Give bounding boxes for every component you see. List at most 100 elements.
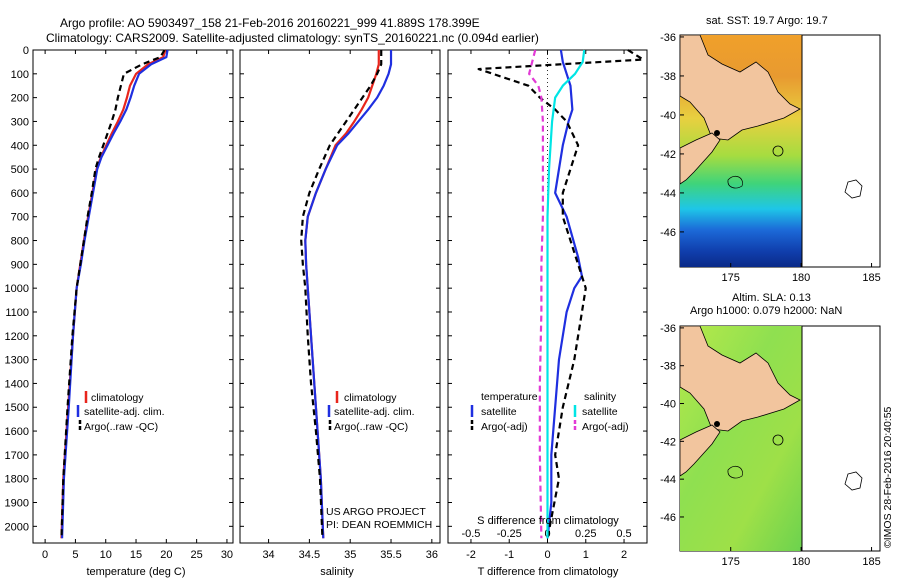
series-line-satellite — [546, 49, 584, 539]
map-x-tick-label: 175 — [722, 272, 740, 284]
y-tick-label: 700 — [11, 212, 29, 224]
y-tick-label: 300 — [11, 116, 29, 128]
map-y-tick-label: -36 — [660, 323, 676, 335]
sst-nz-south-island — [679, 132, 721, 185]
sla-map: Altim. SLA: 0.13 Argo h1000: 0.079 h2000… — [660, 292, 881, 568]
series-line-argo-raw-qc- — [300, 50, 383, 539]
x2-tick-label: 0.25 — [575, 528, 596, 540]
x-tick-label: 5 — [72, 549, 78, 561]
imos-credit: ©IMOS 28-Feb-2016 20:40:55 — [882, 406, 894, 548]
y-tick-label: 800 — [11, 236, 29, 248]
y-tick-label: 1600 — [5, 426, 29, 438]
map-y-tick-label: -38 — [660, 71, 676, 83]
series-line-argo-adj- — [528, 49, 545, 539]
legend-label-argo: Argo(..raw -QC) — [84, 421, 158, 433]
series-line-argo-raw-qc- — [60, 49, 166, 539]
legend-label-argo: Argo(..raw -QC) — [334, 421, 408, 433]
header-line2: Climatology: CARS2009. Satellite-adjuste… — [46, 31, 539, 45]
salinity-plot-area: 34 34.5 35 35.5 36 — [239, 49, 441, 561]
x2-tick-label: -0.5 — [461, 528, 480, 540]
y-tick-label: 0 — [23, 45, 29, 57]
map-y-tick-label: -44 — [660, 474, 676, 486]
map-x-tick-label: 180 — [792, 272, 810, 284]
header-line1: Argo profile: AO 5903497_158 21-Feb-2016… — [60, 16, 480, 30]
x-tick-label: 34.5 — [299, 549, 320, 561]
sst-chatham-islands — [844, 179, 863, 199]
pi-label: PI: DEAN ROEMMICH — [326, 519, 432, 531]
x-tick-label: 15 — [130, 549, 142, 561]
map-y-tick-label: -38 — [660, 361, 676, 373]
y-tick-label: 100 — [11, 69, 29, 81]
x-tick-label: -1 — [504, 549, 514, 561]
temperature-frame — [32, 49, 234, 544]
series-line-satellite-adj-clim- — [304, 50, 393, 539]
sla-chatham-islands — [844, 471, 863, 491]
salinity-legend: climatology satellite-adj. clim. Argo(..… — [327, 391, 415, 433]
x-tick-label: 25 — [191, 549, 203, 561]
map-y-tick-label: -46 — [660, 512, 676, 524]
sst-argo-position — [714, 130, 720, 136]
map-x-tick-label: 185 — [862, 272, 880, 284]
legend-header-salinity: salinity — [584, 391, 617, 403]
y-tick-label: 1700 — [5, 450, 29, 462]
legend-label-climatology: climatology — [91, 392, 144, 404]
y-tick-label: 1100 — [5, 307, 29, 319]
y-tick-label: 400 — [11, 140, 29, 152]
sst-float-marker — [772, 145, 784, 157]
y-tick-label: 1400 — [5, 378, 29, 390]
y-tick-label: 1300 — [5, 355, 29, 367]
map-x-tick-label: 185 — [862, 556, 880, 568]
x-tick-label: 0 — [42, 549, 48, 561]
x-tick-label: 0 — [544, 549, 550, 561]
x-tick-label: 36 — [426, 549, 438, 561]
x-tick-label: -2 — [466, 549, 476, 561]
legend-label-satellite-adj: satellite-adj. clim. — [84, 406, 165, 418]
x-tick-label: 1 — [583, 549, 589, 561]
map-y-tick-label: -42 — [660, 149, 676, 161]
legend-header-temperature: temperature — [481, 391, 538, 403]
map-x-tick-label: 175 — [722, 556, 740, 568]
x2-tick-label: -0.25 — [497, 528, 522, 540]
x-tick-label: 34 — [262, 549, 274, 561]
x-tick-label: 35 — [344, 549, 356, 561]
salinity-frame — [239, 49, 441, 544]
temperature-legend: climatology satellite-adj. clim. Argo(..… — [76, 391, 165, 433]
sst-nz-north-island — [679, 34, 801, 141]
y-tick-label: 1000 — [5, 283, 29, 295]
sst-bathymetry-contour — [727, 175, 743, 189]
y-tick-label: 500 — [11, 164, 29, 176]
x-tick-label: 2 — [621, 549, 627, 561]
project-label: US ARGO PROJECT — [326, 506, 426, 518]
sst-map-axes: 175 180 185 -36 -38 -40 -42 -44 -46 — [660, 32, 881, 284]
legend-label-t-argo: Argo(-adj) — [481, 421, 528, 433]
salinity-xlabel: salinity — [320, 566, 354, 578]
series-line-argo-adj- — [477, 49, 645, 539]
temperature-plot-area: 0100200300400500600700800900100011001200… — [5, 45, 234, 561]
temperature-xlabel: temperature (deg C) — [86, 566, 185, 578]
map-y-tick-label: -36 — [660, 32, 676, 44]
s-difference-label: S difference from climatology — [477, 515, 619, 527]
legend-label-s-argo: Argo(-adj) — [582, 421, 629, 433]
sla-map-title-line1: Altim. SLA: 0.13 — [732, 292, 811, 304]
sla-argo-position — [714, 421, 720, 427]
y-tick-label: 600 — [11, 188, 29, 200]
map-x-tick-label: 180 — [792, 556, 810, 568]
x-tick-label: 35.5 — [380, 549, 401, 561]
y-tick-label: 1500 — [5, 402, 29, 414]
map-y-tick-label: -44 — [660, 188, 676, 200]
legend-label-s-satellite: satellite — [582, 406, 618, 418]
sst-map-title: sat. SST: 19.7 Argo: 19.7 — [706, 15, 828, 27]
sla-nz-north-island — [679, 325, 801, 432]
sla-float-marker — [772, 434, 784, 446]
y-tick-label: 2000 — [5, 521, 29, 533]
temperature-panel: 0100200300400500600700800900100011001200… — [5, 45, 234, 578]
y-tick-label: 1200 — [5, 331, 29, 343]
sla-map-title-line2: Argo h1000: 0.079 h2000: NaN — [690, 305, 842, 317]
x2-tick-label: 0.5 — [616, 528, 631, 540]
y-tick-label: 1900 — [5, 498, 29, 510]
salinity-panel: 34 34.5 35 35.5 36 salinity climatology sate… — [239, 49, 441, 578]
legend-label-climatology: climatology — [344, 392, 397, 404]
